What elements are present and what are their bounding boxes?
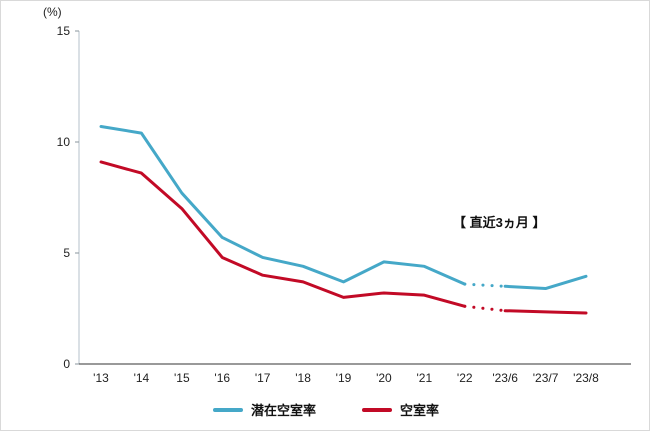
y-tick-label: 0 bbox=[63, 357, 70, 371]
x-tick-label: '15 bbox=[174, 371, 190, 385]
legend-item-vacancy: 空室率 bbox=[362, 400, 439, 419]
x-tick-label: '14 bbox=[134, 371, 150, 385]
vacancy-line-swatch bbox=[362, 407, 392, 412]
x-tick-label: '20 bbox=[376, 371, 392, 385]
x-tick-label: '13 bbox=[93, 371, 109, 385]
x-tick-label: '23/7 bbox=[533, 371, 559, 385]
x-tick-label: '17 bbox=[255, 371, 271, 385]
x-tick-label: '22 bbox=[457, 371, 473, 385]
recent-3-months-annotation: 【 直近3ヵ月 】 bbox=[453, 215, 546, 230]
legend-label-potential-vacancy: 潜在空室率 bbox=[250, 403, 316, 418]
vacancy-line-solid bbox=[99, 160, 467, 308]
y-tick-label: 10 bbox=[57, 135, 71, 149]
legend: 潜在空室率 空室率 bbox=[1, 400, 650, 419]
x-tick-label: '19 bbox=[336, 371, 352, 385]
legend-item-potential-vacancy: 潜在空室率 bbox=[212, 400, 316, 419]
vacancy-line-solid-recent bbox=[503, 309, 588, 315]
y-axis-unit-label: (%) bbox=[43, 5, 62, 19]
legend-label-vacancy: 空室率 bbox=[400, 403, 440, 418]
x-tick-label: '16 bbox=[214, 371, 230, 385]
y-tick-label: 5 bbox=[63, 246, 70, 260]
potential-vacancy-line-dotted bbox=[463, 282, 507, 288]
x-tick-label: '21 bbox=[417, 371, 433, 385]
vacancy-line-dotted bbox=[463, 304, 507, 313]
y-tick-label: 15 bbox=[57, 24, 71, 38]
potential-vacancy-line-solid bbox=[99, 124, 467, 286]
potential-vacancy-line-solid-recent bbox=[503, 274, 588, 291]
x-tick-label: '18 bbox=[295, 371, 311, 385]
potential-vacancy-line-swatch bbox=[212, 407, 243, 412]
x-tick-label: '23/6 bbox=[492, 371, 518, 385]
x-tick-label: '23/8 bbox=[573, 371, 599, 385]
